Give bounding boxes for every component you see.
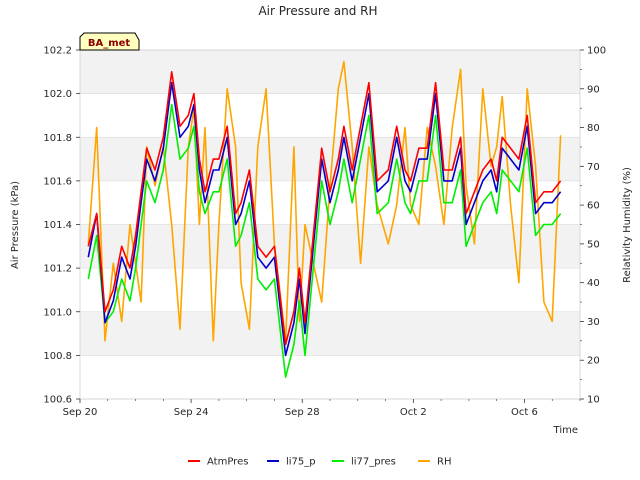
left-tick-label: 101.4 bbox=[43, 220, 72, 231]
grid-band bbox=[80, 311, 580, 356]
right-tick-label: 80 bbox=[587, 123, 600, 134]
left-tick-label: 101.0 bbox=[43, 307, 72, 318]
right-tick-label: 10 bbox=[587, 395, 600, 406]
series-line-li77_pres bbox=[87, 103, 562, 379]
grid-bands bbox=[80, 50, 580, 356]
legend-label-li75_p: li75_p bbox=[286, 457, 316, 468]
legend-label-rh: RH bbox=[437, 457, 451, 468]
x-tick-label: Sep 24 bbox=[174, 407, 209, 418]
right-tick-label: 20 bbox=[587, 356, 600, 367]
right-axis: 10 20 30 40 50 60 70 80 90 100 bbox=[580, 46, 606, 406]
series-line-rh bbox=[87, 60, 562, 342]
grid-band bbox=[80, 224, 580, 269]
right-axis-label: Relativity Humidity (%) bbox=[622, 167, 633, 283]
badge-label: BA_met bbox=[88, 38, 131, 49]
x-tick-label: Sep 28 bbox=[285, 407, 320, 418]
left-tick-label: 101.8 bbox=[43, 133, 72, 144]
left-tick-label: 100.6 bbox=[43, 395, 72, 406]
x-axis-label: Time bbox=[553, 425, 578, 436]
badge-shape bbox=[79, 32, 140, 51]
left-tick-label: 100.8 bbox=[43, 351, 72, 362]
left-tick-label: 101.2 bbox=[43, 264, 72, 275]
right-tick-label: 100 bbox=[587, 46, 606, 57]
station-badge: BA_met bbox=[79, 32, 140, 51]
x-tick-label: Oct 2 bbox=[400, 407, 427, 418]
series-layer bbox=[87, 60, 562, 379]
right-tick-label: 50 bbox=[587, 239, 600, 250]
right-tick-label: 60 bbox=[587, 201, 600, 212]
right-tick-label: 70 bbox=[587, 162, 600, 173]
legend: AtmPres li75_p li77_pres RH bbox=[188, 457, 451, 468]
x-axis: Sep 20 Sep 24 Sep 28 Oct 2 Oct 6 bbox=[63, 399, 581, 418]
left-axis-label: Air Pressure (kPa) bbox=[10, 181, 21, 269]
x-tick-label: Sep 20 bbox=[63, 407, 98, 418]
series-line-li75_p bbox=[87, 81, 562, 357]
left-axis: 100.6 100.8 101.0 101.2 101.4 101.6 101.8 102.0… bbox=[43, 46, 80, 406]
chart-title: Air Pressure and RH bbox=[258, 4, 377, 18]
grid-band bbox=[80, 50, 580, 94]
left-tick-label: 101.6 bbox=[43, 176, 72, 187]
x-tick-label: Oct 6 bbox=[511, 407, 538, 418]
left-tick-label: 102.2 bbox=[43, 46, 72, 57]
left-tick-label: 102.0 bbox=[43, 89, 72, 100]
legend-label-li77_pres: li77_pres bbox=[351, 457, 396, 468]
right-tick-label: 90 bbox=[587, 84, 600, 95]
legend-label-atmpres: AtmPres bbox=[207, 457, 248, 468]
right-tick-label: 40 bbox=[587, 278, 600, 289]
series-line-atmpres bbox=[87, 71, 562, 346]
right-tick-label: 30 bbox=[587, 317, 600, 328]
